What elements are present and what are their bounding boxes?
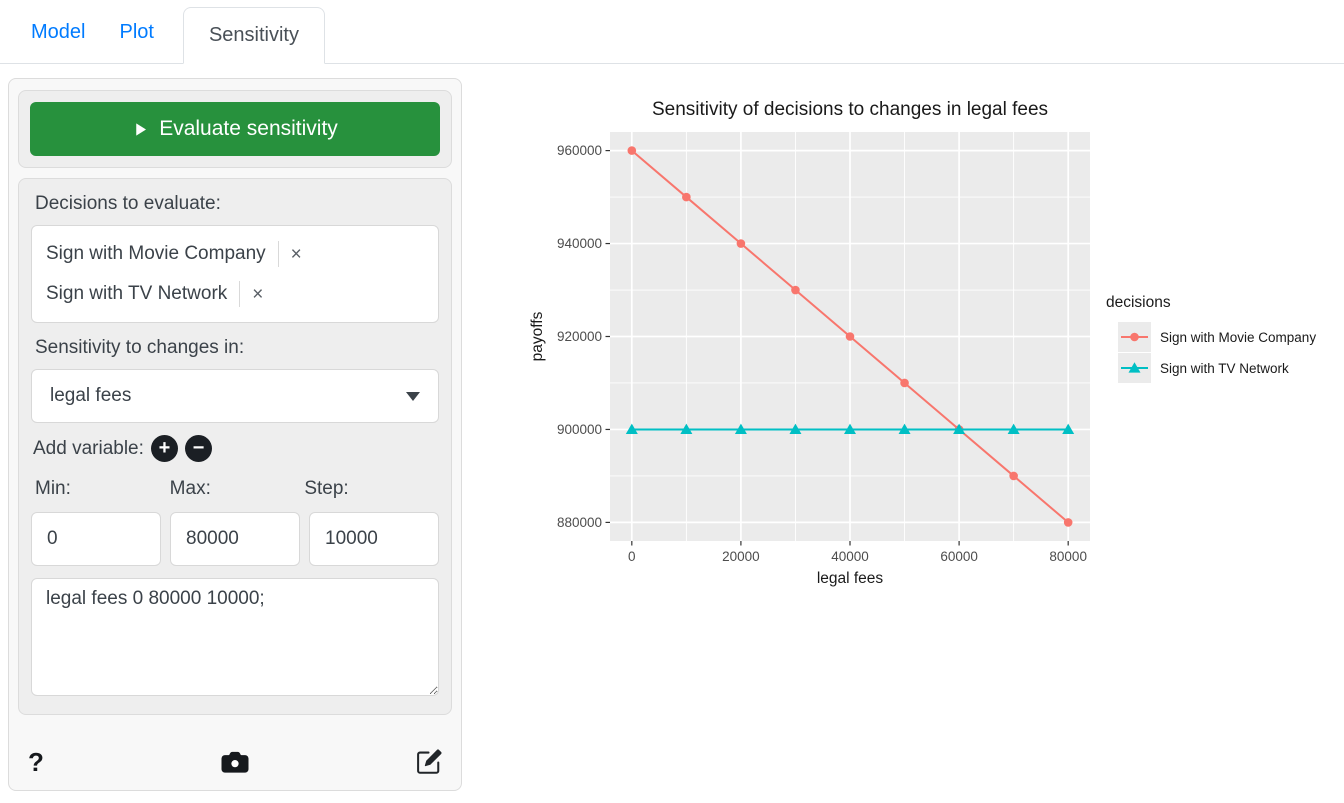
tab-bar: Model Plot Sensitivity: [0, 0, 1344, 64]
add-variable-row: Add variable: + −: [33, 435, 439, 462]
max-label: Max:: [169, 478, 211, 499]
play-icon: [136, 122, 147, 136]
decisions-label: Decisions to evaluate:: [35, 193, 221, 214]
min-label: Min:: [35, 478, 71, 499]
add-variable-label: Add variable:: [33, 437, 144, 459]
variable-select-value: legal fees: [50, 385, 132, 406]
sensitivity-spec-textarea[interactable]: legal fees 0 80000 10000;: [31, 578, 439, 696]
edit-pencil-square-icon: [417, 749, 442, 774]
svg-text:Sensitivity of decisions to ch: Sensitivity of decisions to changes in l…: [652, 99, 1048, 120]
help-icon[interactable]: ?: [28, 746, 44, 777]
max-input[interactable]: [170, 512, 300, 566]
svg-text:880000: 880000: [557, 515, 602, 530]
chip-divider: [277, 241, 279, 267]
decision-chip: Sign with TV Network ×: [46, 274, 424, 314]
svg-text:80000: 80000: [1049, 549, 1087, 564]
chart-area: 0 20000 40000 60000 80000 880000 900000 920000 9…: [520, 88, 1344, 608]
chevron-down-icon: [406, 391, 420, 401]
edit-button[interactable]: [416, 749, 442, 775]
svg-text:60000: 60000: [940, 549, 978, 564]
tab-model[interactable]: Model: [31, 20, 86, 43]
svg-text:0: 0: [628, 549, 636, 564]
svg-text:decisions: decisions: [1106, 294, 1171, 311]
step-input[interactable]: [309, 512, 439, 566]
svg-text:920000: 920000: [557, 329, 602, 344]
svg-text:payoffs: payoffs: [529, 311, 546, 361]
svg-text:Sign with TV Network: Sign with TV Network: [1160, 361, 1289, 376]
step-label: Step:: [304, 478, 349, 499]
screenshot-button[interactable]: [221, 749, 249, 776]
chip-divider: [239, 281, 241, 307]
sensitivity-form: Decisions to evaluate: Sign with Movie C…: [18, 178, 452, 715]
decision-chip-label: Sign with TV Network: [46, 283, 228, 304]
evaluate-sensitivity-button[interactable]: Evaluate sensitivity: [30, 102, 440, 156]
svg-text:40000: 40000: [831, 549, 869, 564]
svg-text:960000: 960000: [557, 143, 602, 158]
decision-chip: Sign with Movie Company ×: [46, 234, 424, 274]
svg-text:legal fees: legal fees: [817, 570, 884, 587]
add-variable-minus-button[interactable]: −: [184, 435, 212, 462]
camera-icon: [221, 751, 249, 773]
decision-chip-label: Sign with Movie Company: [46, 243, 266, 264]
svg-text:940000: 940000: [557, 236, 602, 251]
sensitivity-to-label: Sensitivity to changes in:: [35, 337, 245, 358]
decisions-multiselect[interactable]: Sign with Movie Company × Sign with TV N…: [31, 225, 439, 323]
remove-decision-icon[interactable]: ×: [290, 243, 302, 265]
evaluate-panel: Evaluate sensitivity: [18, 90, 452, 168]
svg-text:20000: 20000: [722, 549, 760, 564]
min-max-step-inputs: [31, 512, 439, 566]
sidebar-footer: ?: [18, 734, 452, 790]
min-max-step-labels: Min: Max: Step:: [35, 478, 439, 500]
sensitivity-chart: 0 20000 40000 60000 80000 880000 900000 920000 9…: [529, 99, 1316, 587]
remove-decision-icon[interactable]: ×: [252, 283, 264, 305]
sidebar: Evaluate sensitivity Decisions to evalua…: [8, 78, 462, 791]
svg-text:900000: 900000: [557, 422, 602, 437]
tab-sensitivity[interactable]: Sensitivity: [182, 7, 325, 64]
variable-select[interactable]: legal fees: [31, 369, 439, 423]
evaluate-button-label: Evaluate sensitivity: [159, 117, 338, 140]
tab-plot[interactable]: Plot: [119, 20, 154, 43]
add-variable-plus-button[interactable]: +: [150, 435, 178, 462]
min-input[interactable]: [31, 512, 161, 566]
svg-text:Sign with Movie Company: Sign with Movie Company: [1160, 330, 1316, 345]
